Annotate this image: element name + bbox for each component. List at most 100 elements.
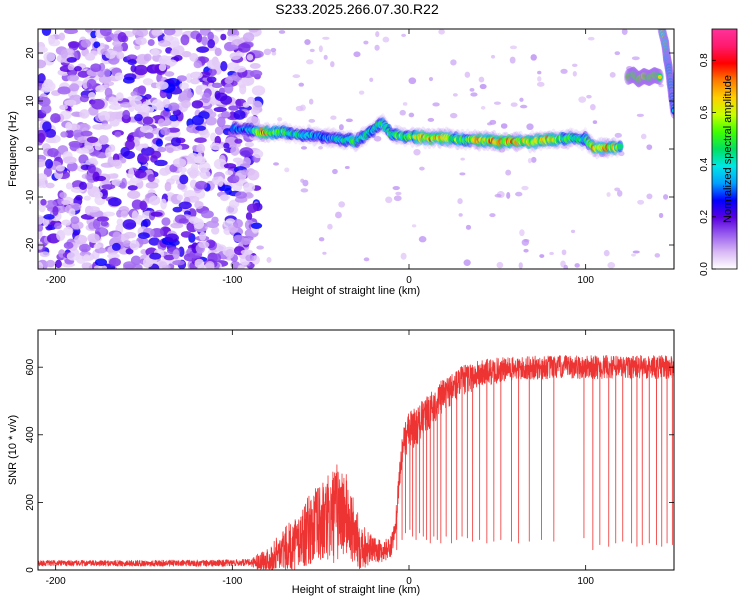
noise-cell xyxy=(632,250,640,254)
noise-cell xyxy=(61,219,71,226)
snr-axes: -200 -100 0 100 0 200 400 600 xyxy=(25,330,674,587)
noise-cell xyxy=(207,31,214,41)
noise-cell xyxy=(65,121,73,131)
snr-ytick-label: 600 xyxy=(25,358,36,375)
noise-cell xyxy=(96,84,110,90)
noise-cell xyxy=(438,29,445,35)
noise-cell xyxy=(100,48,108,55)
noise-cell xyxy=(199,231,207,241)
noise-cell xyxy=(155,81,169,90)
noise-cell xyxy=(206,59,221,70)
noise-cell xyxy=(173,55,183,61)
noise-cell xyxy=(178,166,187,173)
noise-cell xyxy=(636,113,644,117)
noise-cell xyxy=(232,157,243,163)
noise-cell xyxy=(38,173,48,182)
noise-cell xyxy=(587,36,595,41)
noise-cell xyxy=(38,214,45,225)
noise-cell xyxy=(322,251,327,255)
noise-cell xyxy=(470,92,478,97)
noise-cell xyxy=(144,94,152,100)
noise-cell xyxy=(38,46,48,54)
noise-cell xyxy=(241,169,250,176)
noise-cell xyxy=(249,69,263,78)
noise-cell xyxy=(158,63,167,72)
noise-cell xyxy=(61,199,71,206)
noise-cell xyxy=(40,104,52,114)
noise-cell xyxy=(195,180,208,190)
noise-cell xyxy=(640,133,647,140)
noise-cell xyxy=(55,259,62,269)
noise-cell xyxy=(76,147,89,154)
ridge-cell xyxy=(617,143,624,150)
noise-cell xyxy=(142,143,149,149)
noise-cell xyxy=(130,91,138,97)
snr-xtick-label: -100 xyxy=(222,576,242,587)
noise-cell xyxy=(418,236,427,243)
noise-cell xyxy=(603,249,610,257)
noise-cell xyxy=(537,70,542,75)
noise-cell xyxy=(463,259,471,266)
noise-cell xyxy=(93,41,101,49)
noise-cell xyxy=(244,141,254,148)
colorbar-tick-label: 0.2 xyxy=(699,209,710,223)
noise-cell xyxy=(142,116,154,125)
noise-cell xyxy=(494,193,502,198)
noise-cell xyxy=(223,83,234,94)
noise-cell xyxy=(120,210,129,218)
noise-cell xyxy=(505,169,512,176)
noise-cell xyxy=(134,113,143,122)
noise-cell xyxy=(214,126,224,136)
colorbar-label: Normalized spectral amplitude xyxy=(722,75,734,223)
noise-cell xyxy=(137,153,150,163)
snr-line xyxy=(38,355,674,570)
noise-cell xyxy=(90,63,102,72)
noise-cell xyxy=(506,191,511,199)
noise-cell xyxy=(88,92,96,100)
noise-cell xyxy=(338,201,346,208)
noise-cell xyxy=(519,229,525,237)
noise-cell xyxy=(108,104,123,110)
noise-cell xyxy=(180,231,193,238)
noise-cell xyxy=(163,254,175,261)
noise-cell xyxy=(401,33,407,38)
noise-cell xyxy=(45,182,55,189)
noise-cell xyxy=(245,254,254,262)
noise-cell xyxy=(128,167,135,179)
noise-cell xyxy=(277,117,283,122)
noise-cell xyxy=(305,59,314,65)
noise-cell xyxy=(560,68,568,74)
noise-cell xyxy=(64,99,77,106)
spectrogram-xtick-label: -100 xyxy=(222,275,242,286)
noise-cell xyxy=(308,118,316,123)
noise-cell xyxy=(323,54,328,60)
noise-cell xyxy=(235,191,248,199)
noise-cell xyxy=(45,259,56,268)
noise-cell xyxy=(256,245,264,250)
noise-cell xyxy=(64,29,78,35)
noise-cell xyxy=(487,122,493,126)
noise-cell xyxy=(161,217,171,226)
noise-cell xyxy=(223,163,237,169)
noise-cell xyxy=(92,218,101,230)
noise-cell xyxy=(41,29,52,37)
noise-cell xyxy=(318,45,323,53)
noise-cell xyxy=(211,82,223,89)
noise-cell xyxy=(131,95,143,101)
noise-cell xyxy=(103,81,115,87)
noise-cell xyxy=(122,76,135,84)
noise-cell xyxy=(43,51,56,62)
noise-cell xyxy=(478,76,485,83)
noise-cell xyxy=(38,224,44,232)
noise-cell xyxy=(79,94,89,103)
noise-cell xyxy=(83,254,91,262)
noise-cell xyxy=(38,241,44,250)
noise-cell xyxy=(94,258,108,267)
noise-cell xyxy=(38,59,47,69)
noise-cell xyxy=(43,214,55,220)
noise-cell xyxy=(402,102,408,106)
noise-cell xyxy=(85,159,99,167)
noise-cell xyxy=(169,114,179,122)
noise-cell xyxy=(74,66,82,72)
